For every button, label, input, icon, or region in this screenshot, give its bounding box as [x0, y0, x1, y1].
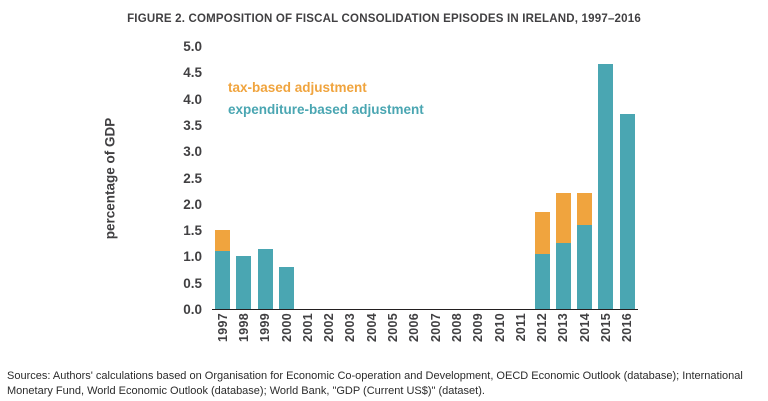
x-tick-2016: 2016 — [617, 313, 638, 357]
x-tick-2004: 2004 — [361, 313, 382, 357]
bar-1997 — [212, 230, 233, 309]
bar-segment-expenditure — [215, 251, 231, 309]
x-tick-label: 2014 — [577, 313, 592, 343]
x-tick-1997: 1997 — [212, 313, 233, 357]
x-tick-2005: 2005 — [382, 313, 403, 357]
x-tick-label: 2013 — [556, 313, 571, 343]
y-tick-label: 0.0 — [183, 302, 202, 317]
bar-2013 — [553, 193, 574, 309]
x-tick-2011: 2011 — [510, 313, 531, 357]
bar-segment-expenditure — [279, 266, 295, 309]
x-tick-label: 2006 — [407, 313, 422, 343]
x-tick-label: 1998 — [236, 313, 251, 343]
x-tick-label: 2009 — [471, 313, 486, 343]
bar-segment-tax — [577, 193, 593, 225]
x-tick-label: 2015 — [598, 313, 613, 343]
bar-segment-tax — [215, 230, 231, 252]
bar-segment-expenditure — [555, 243, 571, 309]
x-tick-label: 2004 — [364, 313, 379, 343]
bar-1999 — [255, 248, 276, 309]
bar-2012 — [531, 211, 552, 309]
y-tick-label: 2.5 — [183, 170, 202, 186]
y-tick-label: 4.5 — [183, 65, 202, 81]
x-tick-label: 2008 — [449, 313, 464, 343]
y-tick-label: 3.5 — [183, 117, 202, 133]
x-tick-2010: 2010 — [489, 313, 510, 357]
x-tick-label: 1997 — [215, 313, 230, 343]
figure-title: FIGURE 2. COMPOSITION OF FISCAL CONSOLID… — [127, 13, 641, 25]
sources-note: Sources: Authors' calculations based on … — [7, 370, 743, 397]
x-tick-2001: 2001 — [297, 313, 318, 357]
x-tick-label: 1999 — [258, 313, 273, 343]
bar-segment-expenditure — [236, 256, 252, 309]
y-tick-label: 1.5 — [183, 223, 202, 239]
legend-item-tax: tax-based adjustment — [228, 80, 367, 95]
x-tick-2008: 2008 — [446, 313, 467, 357]
x-tick-label: 2016 — [620, 313, 635, 343]
x-tick-2014: 2014 — [574, 313, 595, 357]
x-tick-2007: 2007 — [425, 313, 446, 357]
x-tick-2015: 2015 — [595, 313, 616, 357]
x-tick-label: 2005 — [386, 313, 401, 343]
x-tick-label: 2007 — [428, 313, 443, 343]
x-tick-2013: 2013 — [553, 313, 574, 357]
x-tick-label: 2010 — [492, 313, 507, 343]
x-axis-labels: 1997 1998 1999 2000 2001 2002 2003 2004 2005 2006… — [212, 313, 638, 357]
y-tick-label: 2.0 — [183, 196, 202, 212]
y-tick-label: 3.0 — [183, 144, 202, 160]
y-tick-label: 0.5 — [183, 275, 202, 291]
x-tick-2002: 2002 — [318, 313, 339, 357]
y-axis-title-text: percentage of GDP — [102, 117, 118, 240]
x-tick-label: 2012 — [535, 313, 550, 343]
y-axis-title: percentage of GDP — [96, 47, 124, 310]
legend: tax-based adjustment expenditure-based a… — [228, 77, 424, 121]
x-tick-2009: 2009 — [468, 313, 489, 357]
plot-area: tax-based adjustment expenditure-based a… — [212, 47, 638, 310]
bar-segment-expenditure — [534, 253, 550, 309]
bar-segment-tax — [555, 193, 571, 244]
bar-2016 — [617, 114, 638, 309]
y-tick-label: 5.0 — [183, 39, 202, 54]
bar-segment-expenditure — [619, 114, 635, 309]
bar-segment-expenditure — [577, 224, 593, 309]
y-tick-label: 1.0 — [183, 249, 202, 265]
x-tick-1999: 1999 — [255, 313, 276, 357]
bar-segment-tax — [534, 211, 550, 254]
y-axis-labels: 5.0 4.5 4.0 3.5 3.0 2.5 2.0 1.5 1.0 0.5 0.0 — [150, 39, 202, 317]
bar-2000 — [276, 266, 297, 309]
x-tick-2012: 2012 — [531, 313, 552, 357]
bar-1998 — [233, 256, 254, 309]
x-tick-label: 2002 — [322, 313, 337, 343]
x-tick-label: 2001 — [300, 313, 315, 343]
bar-segment-expenditure — [598, 64, 614, 309]
bar-2015 — [595, 64, 616, 309]
legend-item-expenditure: expenditure-based adjustment — [228, 102, 424, 117]
x-tick-label: 2011 — [513, 313, 528, 342]
bars — [212, 47, 638, 309]
bar-segment-expenditure — [257, 248, 273, 309]
x-tick-label: 2000 — [279, 313, 294, 343]
x-tick-1998: 1998 — [233, 313, 254, 357]
x-tick-label: 2003 — [343, 313, 358, 343]
x-tick-2006: 2006 — [404, 313, 425, 357]
x-tick-2003: 2003 — [340, 313, 361, 357]
x-tick-2000: 2000 — [276, 313, 297, 357]
bar-2014 — [574, 193, 595, 309]
y-tick-label: 4.0 — [183, 91, 202, 107]
